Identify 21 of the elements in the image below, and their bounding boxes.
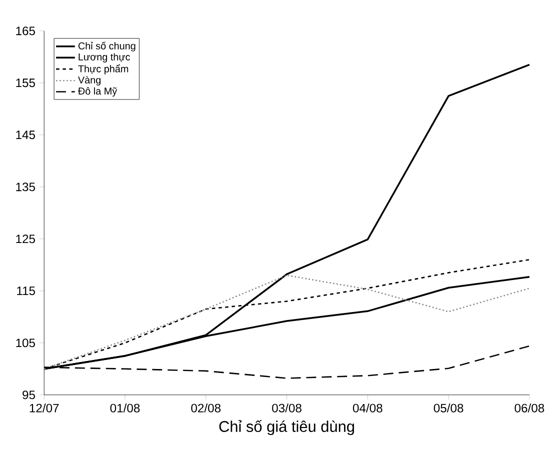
x-tick-label: 02/08 xyxy=(191,403,221,412)
y-tick-label: 135 xyxy=(16,182,35,192)
legend-label: Chỉ số chung xyxy=(78,42,136,52)
y-tick-label: 95 xyxy=(22,390,35,400)
x-tick-label: 05/08 xyxy=(434,403,464,412)
legend-label: Lương thực xyxy=(78,53,130,62)
x-tick-label: 06/08 xyxy=(514,403,544,412)
x-axis-title: Chỉ số giá tiêu dùng xyxy=(219,420,354,436)
x-tick-label: 04/08 xyxy=(352,403,382,412)
y-tick-label: 155 xyxy=(16,78,35,88)
x-tick-label: 12/07 xyxy=(30,403,59,412)
y-tick-label: 165 xyxy=(16,26,35,36)
legend-label: Đô la Mỹ xyxy=(78,87,118,97)
y-tick-label: 125 xyxy=(16,234,35,244)
y-tick-label: 115 xyxy=(17,286,35,296)
x-tick-label: 01/08 xyxy=(110,403,140,412)
y-tick-label: 145 xyxy=(16,130,35,140)
x-tick-label: 03/08 xyxy=(272,403,302,412)
legend-label: Thực phẩm xyxy=(78,64,128,74)
y-tick-label: 105 xyxy=(16,338,35,348)
legend-label: Vàng xyxy=(78,76,100,86)
